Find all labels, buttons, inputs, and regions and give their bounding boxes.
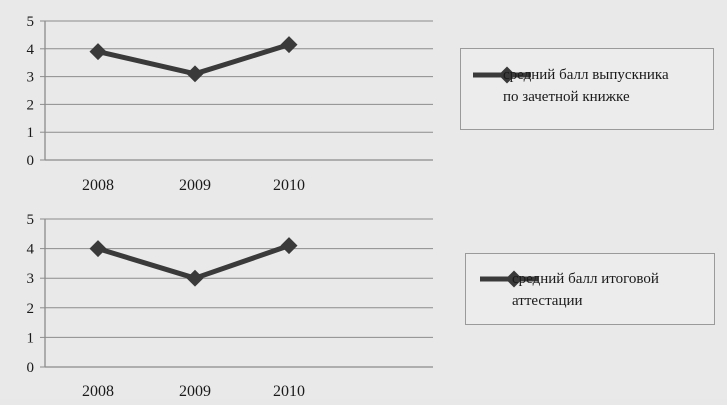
y-tick-label: 5 — [27, 14, 35, 30]
x-tick-label: 2009 — [179, 383, 211, 400]
y-tick-label: 2 — [27, 97, 35, 113]
legend-label-chart-2: средний балл итоговой аттестации — [512, 268, 659, 312]
legend-chart-1: средний балл выпускника по зачетной книж… — [460, 48, 714, 130]
data-point — [280, 36, 298, 54]
data-point — [89, 43, 107, 61]
legend-label-chart-1: средний балл выпускника по зачетной книж… — [503, 64, 669, 108]
y-tick-label: 0 — [27, 153, 35, 169]
legend-line: средний балл выпускника — [503, 67, 669, 83]
chart-1: 0 1 2 3 4 5 2008 2009 2010 — [27, 14, 433, 194]
x-tick-label: 2010 — [273, 383, 305, 400]
data-point — [89, 240, 107, 258]
x-tick-label: 2008 — [82, 383, 114, 400]
legend-line: по зачетной книжке — [503, 89, 630, 105]
chart-2: 0 1 2 3 4 5 2008 2009 2010 — [27, 212, 433, 400]
legend-line: аттестации — [512, 293, 583, 309]
y-tick-label: 3 — [27, 271, 35, 287]
y-tick-label: 1 — [27, 330, 35, 346]
data-point — [186, 65, 204, 83]
x-tick-label: 2009 — [179, 177, 211, 194]
legend-line: средний балл итоговой — [512, 271, 659, 287]
legend-chart-2: средний балл итоговой аттестации — [465, 253, 715, 325]
legend-marker-chart-2 — [480, 270, 538, 288]
y-tick-label: 3 — [27, 70, 35, 86]
x-tick-label: 2010 — [273, 177, 305, 194]
data-point — [280, 237, 298, 255]
data-point — [186, 269, 204, 287]
y-tick-label: 4 — [27, 42, 35, 58]
legend-marker-chart-1 — [473, 66, 531, 84]
y-tick-label: 5 — [27, 212, 35, 228]
y-tick-label: 1 — [27, 125, 35, 141]
y-tick-label: 4 — [27, 242, 35, 258]
x-tick-label: 2008 — [82, 177, 114, 194]
y-tick-label: 2 — [27, 301, 35, 317]
y-tick-label: 0 — [27, 360, 35, 376]
